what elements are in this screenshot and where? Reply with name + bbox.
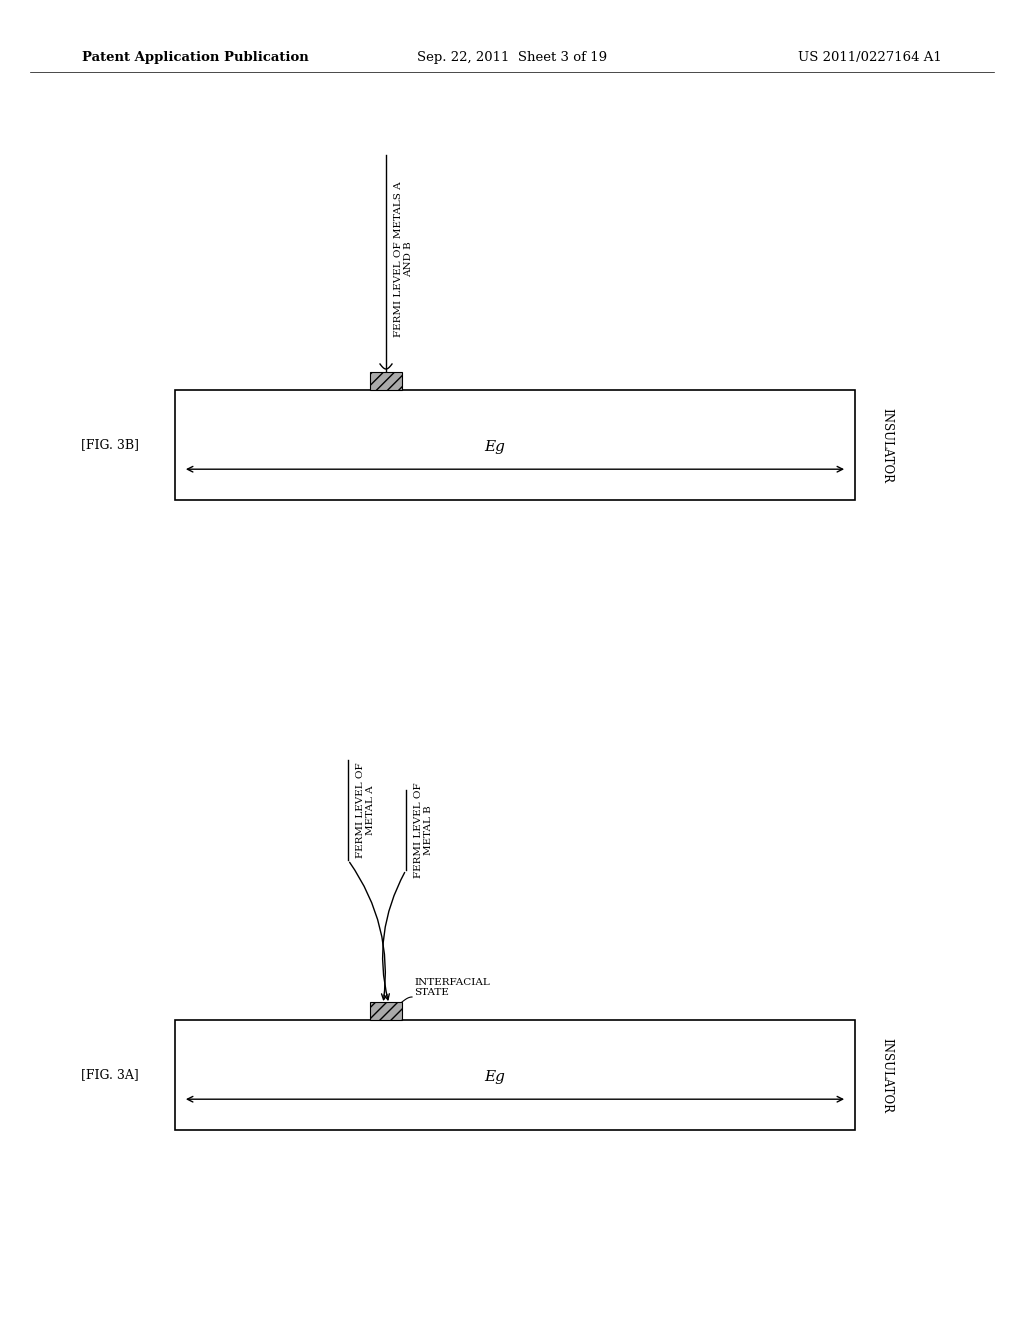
Text: FERMI LEVEL OF METALS A
AND B: FERMI LEVEL OF METALS A AND B xyxy=(394,182,414,338)
Text: [FIG. 3A]: [FIG. 3A] xyxy=(81,1068,139,1081)
Text: FERMI LEVEL OF
METAL A: FERMI LEVEL OF METAL A xyxy=(356,762,376,858)
Text: US 2011/0227164 A1: US 2011/0227164 A1 xyxy=(799,51,942,65)
Bar xyxy=(370,372,402,389)
Bar xyxy=(175,389,855,500)
Bar xyxy=(370,1002,402,1020)
Text: Eg: Eg xyxy=(484,1071,505,1084)
Text: FERMI LEVEL OF
METAL B: FERMI LEVEL OF METAL B xyxy=(414,783,433,878)
Text: [FIG. 3B]: [FIG. 3B] xyxy=(81,438,139,451)
Text: INSULATOR: INSULATOR xyxy=(881,1038,894,1113)
Text: INTERFACIAL
STATE: INTERFACIAL STATE xyxy=(414,978,489,997)
Text: Eg: Eg xyxy=(484,440,505,454)
Bar xyxy=(175,1020,855,1130)
Text: INSULATOR: INSULATOR xyxy=(881,408,894,483)
Text: Patent Application Publication: Patent Application Publication xyxy=(82,51,309,65)
Text: Sep. 22, 2011  Sheet 3 of 19: Sep. 22, 2011 Sheet 3 of 19 xyxy=(417,51,607,65)
